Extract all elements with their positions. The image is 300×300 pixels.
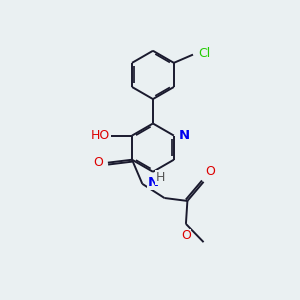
Text: O: O bbox=[205, 165, 215, 178]
Text: H: H bbox=[156, 171, 165, 184]
Text: O: O bbox=[181, 229, 191, 242]
Text: O: O bbox=[94, 156, 103, 169]
Text: HO: HO bbox=[91, 129, 110, 142]
Text: N: N bbox=[148, 176, 159, 189]
Text: N: N bbox=[179, 129, 190, 142]
Text: Cl: Cl bbox=[198, 46, 211, 60]
